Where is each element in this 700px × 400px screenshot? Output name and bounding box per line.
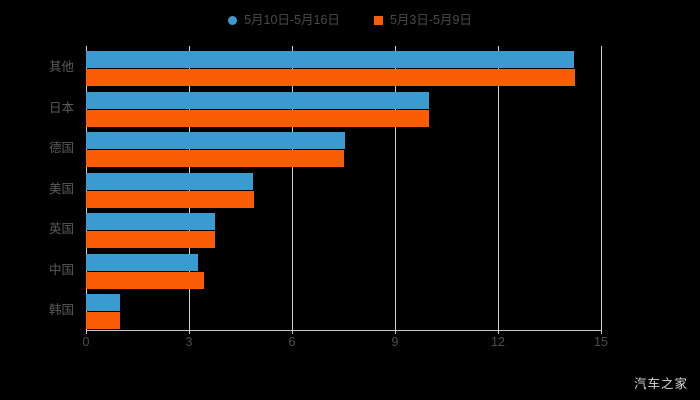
bar-series-1[interactable]	[86, 91, 430, 109]
x-axis-line	[86, 330, 602, 331]
legend-label-series-2: 5月3日-5月9日	[389, 12, 472, 27]
bar-series-1[interactable]	[86, 51, 574, 68]
bar-series-2[interactable]	[86, 150, 344, 168]
x-axis-tick-mark	[292, 330, 293, 334]
gridline	[292, 46, 293, 330]
bar-group	[86, 253, 601, 289]
bar-group	[86, 172, 601, 208]
x-axis-tick-label: 6	[288, 335, 296, 349]
bar-series-1[interactable]	[86, 253, 198, 271]
x-axis-tick-label: 9	[391, 335, 399, 349]
x-axis-tick-mark	[601, 330, 602, 334]
bar-group	[86, 51, 601, 86]
plot-area	[86, 46, 602, 330]
gridline	[395, 46, 396, 330]
y-axis-label: 其他	[48, 60, 74, 74]
chart-legend: 5月10日-5月16日 5月3日-5月9日	[0, 8, 700, 32]
x-axis-tick-mark	[86, 330, 87, 334]
x-axis-tick-mark	[189, 330, 190, 334]
bar-series-2[interactable]	[86, 312, 121, 330]
bar-series-2[interactable]	[86, 231, 215, 249]
gridline	[601, 46, 602, 330]
legend-item-series-1[interactable]: 5月10日-5月16日	[228, 14, 340, 27]
watermark: 汽车之家	[633, 376, 688, 391]
y-axis-label: 中国	[48, 262, 74, 277]
bar-series-2[interactable]	[86, 271, 205, 289]
x-axis-tick-label: 12	[491, 335, 505, 349]
gridline	[498, 46, 499, 330]
bar-series-2[interactable]	[86, 109, 430, 127]
bar-series-2[interactable]	[86, 69, 576, 86]
y-axis-label: 德国	[48, 141, 74, 156]
bar-series-2[interactable]	[86, 190, 255, 208]
bar-group	[86, 294, 601, 330]
bar-series-1[interactable]	[86, 172, 253, 190]
y-axis-label: 英国	[48, 222, 74, 237]
x-axis-tick-mark	[498, 330, 499, 334]
x-axis-tick-label: 0	[82, 335, 90, 349]
y-axis-label: 韩国	[48, 303, 74, 318]
square-marker-icon	[373, 15, 383, 25]
bar-series-1[interactable]	[86, 213, 215, 231]
legend-label-series-1: 5月10日-5月16日	[244, 12, 340, 27]
x-axis-tick-mark	[395, 330, 396, 334]
y-axis-label: 日本	[48, 100, 74, 115]
circle-marker-icon	[228, 15, 238, 25]
bar-group	[86, 213, 601, 249]
bar-series-1[interactable]	[86, 294, 121, 312]
x-axis-tick-label: 3	[185, 335, 193, 349]
bar-series-1[interactable]	[86, 132, 346, 150]
bar-group	[86, 132, 601, 168]
legend-item-series-2[interactable]: 5月3日-5月9日	[373, 12, 472, 27]
bar-group	[86, 91, 601, 127]
y-axis-label: 美国	[48, 181, 74, 196]
x-axis-tick-label: 15	[594, 335, 608, 349]
